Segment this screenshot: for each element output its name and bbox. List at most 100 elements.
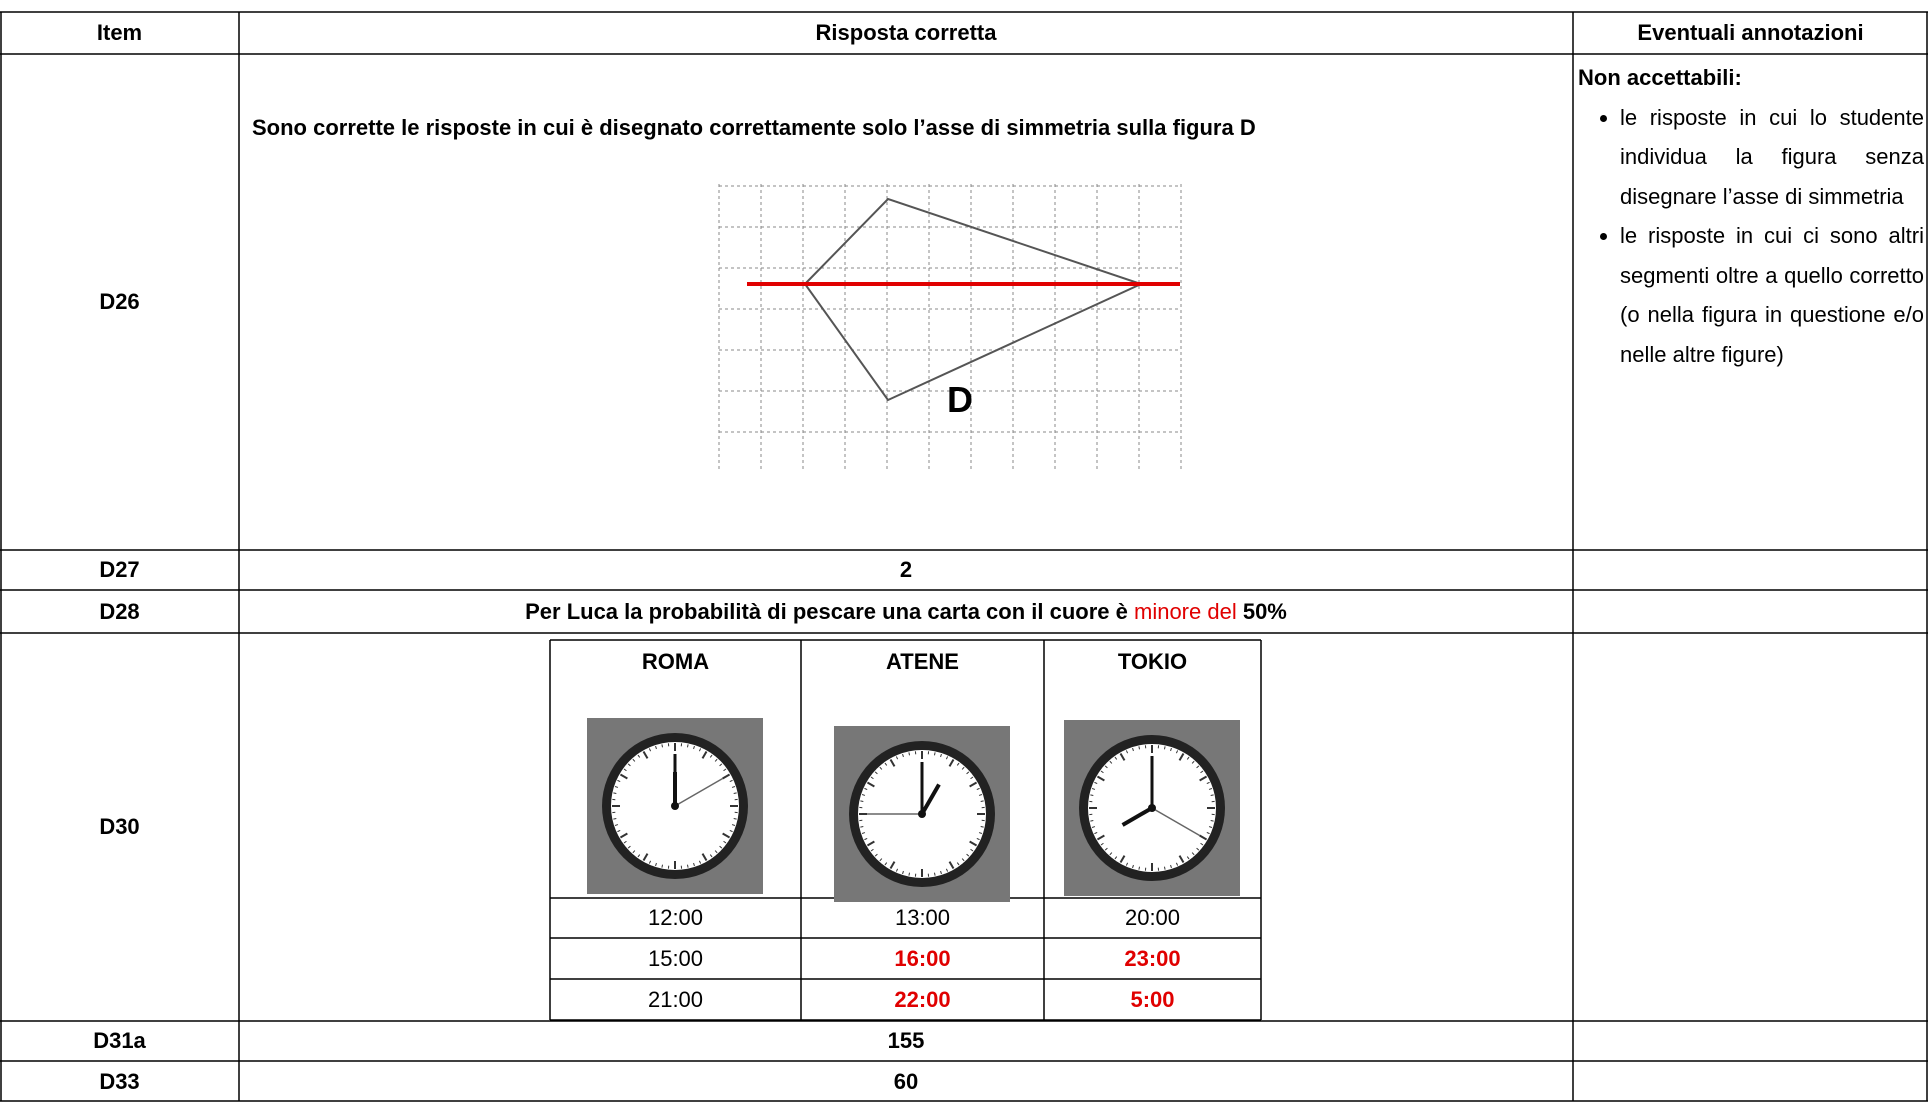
clock-pin	[1148, 804, 1156, 812]
clock-tick	[902, 870, 904, 875]
clock-tick	[976, 837, 980, 841]
clock-tick	[661, 744, 664, 748]
clock-tick	[966, 853, 970, 857]
clock-tick	[956, 762, 960, 766]
clock-tick	[1114, 856, 1118, 860]
clock-tick	[1206, 781, 1210, 785]
clock-tick	[879, 766, 883, 770]
clock-tick	[970, 776, 974, 780]
clock-tick	[1090, 794, 1094, 797]
clock-tick	[637, 754, 641, 758]
clock-tick	[1206, 831, 1210, 835]
clock-cell: 20:00	[1124, 905, 1181, 930]
clock-tick	[933, 752, 936, 756]
clock-tick	[613, 817, 617, 820]
clock-tick	[1186, 856, 1190, 860]
clock-tick	[1094, 781, 1098, 785]
clock-tick	[889, 861, 896, 870]
clock-tick	[1104, 847, 1108, 851]
clock-tick	[729, 829, 733, 833]
clock-pin	[671, 802, 679, 810]
clock-tick	[642, 750, 649, 759]
clock-tick	[627, 763, 631, 767]
clock-tick	[1163, 866, 1166, 870]
clock-tick	[714, 850, 718, 854]
clock-tick	[969, 840, 978, 847]
clock-tick	[1208, 826, 1213, 828]
clock-tick	[1163, 746, 1166, 750]
clock-tick	[623, 768, 627, 772]
clock-tick	[617, 829, 621, 833]
clock-tick	[1196, 765, 1200, 769]
clock-pin	[918, 810, 926, 818]
clock-tick	[701, 853, 708, 862]
clock-tick	[619, 773, 628, 780]
clock-tick	[698, 860, 702, 864]
clock-tick	[889, 758, 896, 767]
clock-tick	[978, 832, 983, 834]
clock-tick	[860, 825, 864, 828]
clock-tick	[902, 753, 904, 758]
clock-tick	[661, 864, 664, 868]
clock-tick	[1132, 747, 1134, 752]
clock-tick	[709, 854, 713, 858]
clock-tick	[693, 862, 695, 867]
clock-tick	[940, 753, 942, 758]
answer: 155	[887, 1028, 925, 1053]
item: D28	[99, 598, 140, 624]
answer: 2	[899, 557, 913, 582]
clock-tick	[693, 745, 695, 750]
clock-hand	[1121, 806, 1154, 827]
clock-tick	[1175, 862, 1179, 866]
clock-cell: 13:00	[894, 905, 951, 930]
clock-tick	[956, 862, 960, 866]
clock-tick	[866, 781, 875, 788]
clock-tick	[1109, 760, 1113, 764]
item: D33	[99, 1068, 140, 1094]
clock-tick	[908, 872, 911, 876]
clock-cell: 22:00	[894, 986, 951, 1012]
clock-tick	[879, 858, 883, 862]
clock-tick	[627, 845, 631, 849]
clock-tick	[722, 773, 731, 780]
clock-cell: 23:00	[1124, 945, 1181, 971]
figure-label: D	[947, 379, 973, 420]
clock-tick	[1104, 765, 1108, 769]
clock-tick	[722, 832, 731, 839]
clock-tick	[1114, 756, 1118, 760]
clock-tick	[945, 756, 949, 760]
answer: Sono corrette le risposte in cui è diseg…	[252, 115, 1256, 140]
clock-tick	[969, 781, 978, 788]
clock-tick	[648, 748, 652, 752]
clock-tick	[948, 758, 955, 767]
clock-tick	[698, 748, 702, 752]
clock-tick	[1200, 842, 1204, 846]
clock-tick	[1100, 770, 1104, 774]
clock-tick	[637, 854, 641, 858]
clock-tick	[614, 824, 619, 826]
clock-tick	[614, 786, 619, 788]
clock-tick	[731, 786, 736, 788]
clock-tick	[613, 792, 617, 795]
clock-tick	[1210, 794, 1214, 797]
clock-tick	[864, 787, 868, 791]
clock-cell: 16:00	[894, 945, 951, 971]
clock-tick	[714, 758, 718, 762]
answer: 60	[893, 1068, 919, 1094]
clock-tick	[686, 744, 689, 748]
clock-tick	[1175, 750, 1179, 754]
answer-highlight: minore del	[1134, 598, 1237, 624]
notes-bullet: le risposte in cui ci sono altri segment…	[1620, 216, 1924, 374]
clock-tick	[961, 858, 965, 862]
clock-tick	[870, 848, 874, 852]
clock-tick	[623, 840, 627, 844]
clock-tick	[617, 779, 621, 783]
header-notes: Eventuali annotazioni	[1637, 20, 1864, 45]
clock-tick	[980, 800, 984, 803]
notes-list: le risposte in cui lo studente individua…	[1578, 98, 1924, 375]
clock-tick	[1186, 756, 1190, 760]
clock-tick	[1178, 752, 1185, 761]
clock-tick	[1094, 831, 1098, 835]
clock-tick	[874, 853, 878, 857]
